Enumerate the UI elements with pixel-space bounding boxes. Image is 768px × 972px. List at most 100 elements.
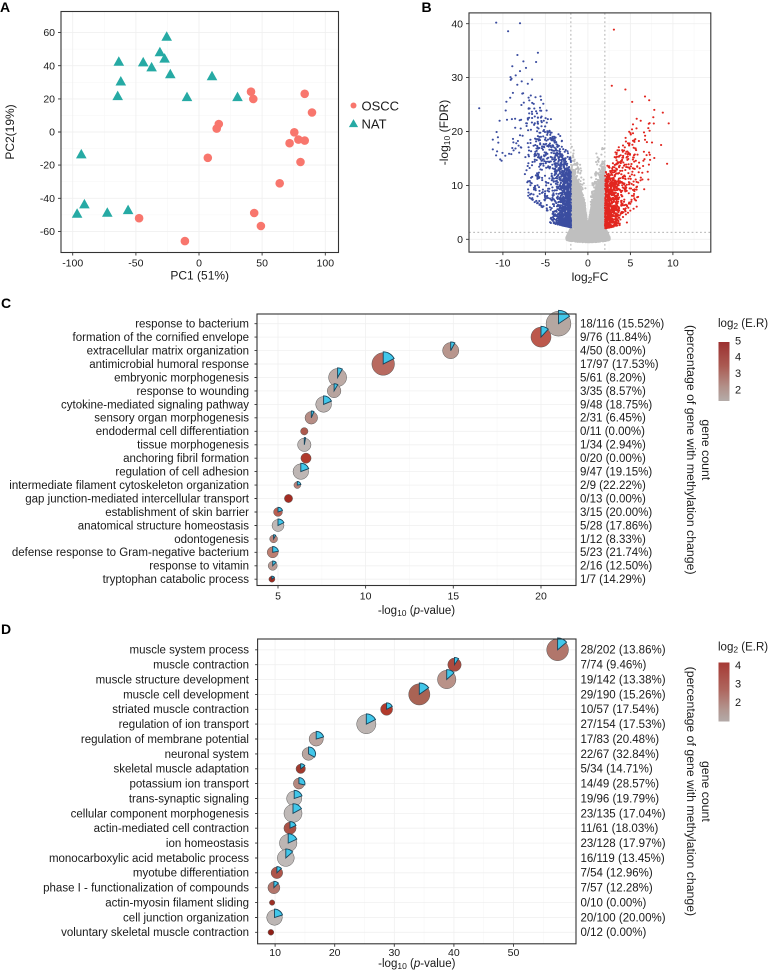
svg-text:C: C [1,295,11,311]
svg-text:actin-mediated cell contractio: actin-mediated cell contraction [94,823,249,835]
svg-text:antimicrobial humoral response: antimicrobial humoral response [89,359,249,371]
svg-text:4/50 (8.00%): 4/50 (8.00%) [580,346,646,358]
svg-text:-5: -5 [541,258,550,270]
svg-text:23/128 (17.97%): 23/128 (17.97%) [581,838,666,850]
svg-text:muscle structure development: muscle structure development [96,674,250,686]
svg-text:-50: -50 [128,258,143,270]
svg-text:10/57 (17.54%): 10/57 (17.54%) [581,704,660,716]
svg-text:response to wounding: response to wounding [136,386,249,398]
svg-text:1/7 (14.29%): 1/7 (14.29%) [580,574,646,586]
svg-text:cytokine-mediated signaling pa: cytokine-mediated signaling pathway [61,399,249,411]
svg-text:16/119 (13.45%): 16/119 (13.45%) [581,853,665,865]
svg-text:ion homeostasis: ion homeostasis [166,838,249,850]
svg-text:3/35 (8.57%): 3/35 (8.57%) [580,386,646,398]
svg-text:20: 20 [451,126,463,138]
svg-text:phase I - functionalization of: phase I - functionalization of compounds [43,883,249,895]
svg-text:22/67 (32.84%): 22/67 (32.84%) [581,749,660,761]
svg-text:1/34 (2.94%): 1/34 (2.94%) [580,440,646,452]
svg-text:5/28 (17.86%): 5/28 (17.86%) [580,520,652,532]
svg-text:0/11 (0.00%): 0/11 (0.00%) [580,426,645,438]
svg-text:40: 40 [451,18,463,30]
svg-text:9/48 (18.75%): 9/48 (18.75%) [580,399,652,411]
svg-text:5: 5 [627,258,633,270]
svg-text:18/116 (15.52%): 18/116 (15.52%) [580,319,664,331]
svg-text:actin-myosin filament sliding: actin-myosin filament sliding [105,898,249,910]
svg-text:0/20 (0.00%): 0/20 (0.00%) [580,453,646,465]
svg-text:5/61 (8.20%): 5/61 (8.20%) [580,372,646,384]
svg-text:50: 50 [508,947,520,959]
svg-text:muscle contraction: muscle contraction [153,660,249,672]
svg-text:myotube differentiation: myotube differentiation [133,868,249,880]
svg-text:9/47 (19.15%): 9/47 (19.15%) [580,467,652,479]
svg-text:15: 15 [447,591,459,603]
svg-text:3: 3 [735,368,741,380]
svg-text:extracellular matrix organizat: extracellular matrix organization [87,346,249,358]
svg-text:endodermal cell differentiatio: endodermal cell differentiation [96,426,249,438]
svg-text:B: B [422,0,432,15]
svg-text:0/12 (0.00%): 0/12 (0.00%) [581,927,647,939]
svg-text:odontogenesis: odontogenesis [174,534,249,546]
svg-text:40: 40 [448,947,460,959]
svg-text:14/49 (28.57%): 14/49 (28.57%) [581,779,660,791]
svg-text:-60: -60 [40,226,55,238]
svg-text:2: 2 [735,697,741,709]
svg-text:2/9 (22.22%): 2/9 (22.22%) [580,480,646,492]
svg-text:0/10 (0.00%): 0/10 (0.00%) [581,898,647,910]
svg-text:muscle system process: muscle system process [129,645,249,657]
svg-text:neuronal system: neuronal system [165,749,249,761]
svg-text:(percentage of gene with methy: (percentage of gene with methylation cha… [684,325,698,575]
svg-text:0: 0 [49,127,55,139]
svg-text:0: 0 [196,258,202,270]
svg-text:sensory organ morphogenesis: sensory organ morphogenesis [94,413,249,425]
svg-text:17/83 (20.48%): 17/83 (20.48%) [581,734,660,746]
svg-text:response to vitamin: response to vitamin [149,561,249,573]
svg-text:gene count: gene count [699,761,713,822]
svg-text:17/97 (17.53%): 17/97 (17.53%) [580,359,659,371]
svg-text:-100: -100 [62,258,83,270]
svg-text:0: 0 [457,234,463,246]
svg-text:0: 0 [585,258,591,270]
svg-text:1/12 (8.33%): 1/12 (8.33%) [580,534,646,546]
svg-text:19/96 (19.79%): 19/96 (19.79%) [581,793,660,805]
svg-text:4: 4 [735,352,741,364]
svg-text:striated muscle contraction: striated muscle contraction [112,704,249,716]
svg-text:30: 30 [388,947,400,959]
svg-text:-log10 (p-value): -log10 (p-value) [378,605,455,618]
svg-text:log2 (E.R): log2 (E.R) [718,642,768,655]
svg-text:-log10 (p-value): -log10 (p-value) [378,958,455,971]
svg-text:60: 60 [43,27,55,39]
svg-text:-20: -20 [40,160,55,172]
svg-text:19/142 (13.38%): 19/142 (13.38%) [581,674,666,686]
svg-text:4: 4 [735,660,741,672]
svg-text:2/31 (6.45%): 2/31 (6.45%) [580,413,646,425]
svg-text:-10: -10 [495,258,510,270]
svg-text:regulation of cell adhesion: regulation of cell adhesion [115,467,249,479]
svg-text:trans-synaptic signaling: trans-synaptic signaling [129,793,249,805]
svg-text:muscle cell development: muscle cell development [123,689,250,701]
svg-text:10: 10 [667,258,679,270]
svg-text:29/190 (15.26%): 29/190 (15.26%) [581,689,666,701]
svg-text:D: D [1,621,11,637]
svg-text:-log10 (FDR): -log10 (FDR) [437,100,452,165]
svg-text:cellular component morphogenes: cellular component morphogenesis [71,808,250,820]
svg-text:establishment of skin barrier: establishment of skin barrier [105,507,249,519]
svg-text:2: 2 [735,384,741,396]
svg-text:20: 20 [329,947,341,959]
svg-text:20: 20 [43,94,55,106]
svg-text:gap junction-mediated intercel: gap junction-mediated intercellular tran… [25,493,250,505]
svg-text:log2FC: log2FC [572,270,609,285]
svg-text:anchoring fibril formation: anchoring fibril formation [123,453,249,465]
svg-text:formation of the cornified env: formation of the cornified envelope [73,332,249,344]
svg-text:intermediate filament cytoskel: intermediate filament cytoskeleton organ… [9,480,249,492]
svg-text:11/61 (18.03%): 11/61 (18.03%) [581,823,659,835]
svg-text:cell junction organization: cell junction organization [123,912,249,924]
svg-text:50: 50 [256,258,268,270]
svg-text:A: A [0,0,10,15]
svg-text:40: 40 [43,60,55,72]
svg-text:NAT: NAT [362,116,387,131]
svg-text:response to bacterium: response to bacterium [135,319,249,331]
svg-text:PC2(19%): PC2(19%) [3,104,17,159]
svg-text:20: 20 [535,591,547,603]
svg-text:log2 (E.R): log2 (E.R) [718,318,768,331]
svg-text:9/76 (11.84%): 9/76 (11.84%) [580,332,652,344]
